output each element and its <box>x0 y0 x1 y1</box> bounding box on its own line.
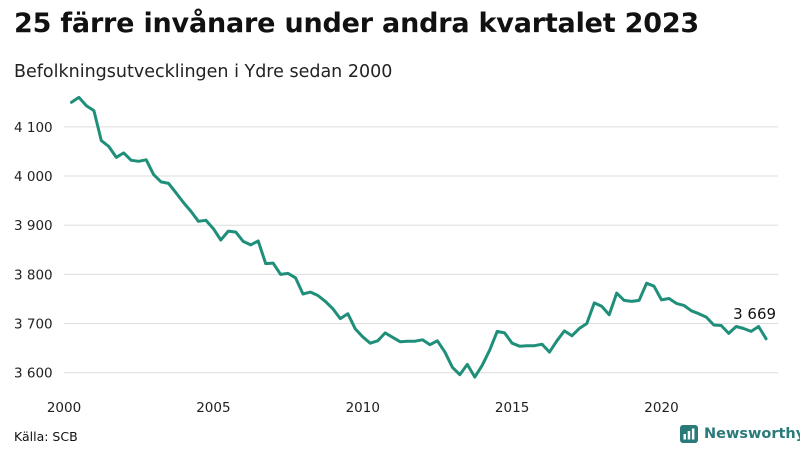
y-tick-label: 3 700 <box>14 317 53 333</box>
brand-logo: Newsworthy <box>680 425 800 443</box>
x-tick-label: 2020 <box>644 400 678 416</box>
series-line-befolkning <box>70 95 768 379</box>
y-tick-label: 4 100 <box>14 120 53 136</box>
x-tick-label: 2015 <box>495 400 529 416</box>
y-tick-label: 4 000 <box>14 169 53 185</box>
x-tick-label: 2000 <box>47 400 81 416</box>
y-tick-label: 3 900 <box>14 218 53 234</box>
chart-subtitle: Befolkningsutvecklingen i Ydre sedan 200… <box>14 62 393 82</box>
brand-name: Newsworthy <box>704 426 800 442</box>
source-note: Källa: SCB <box>14 429 78 444</box>
x-tick-label: 2005 <box>196 400 230 416</box>
chart-title: 25 färre invånare under andra kvartalet … <box>14 8 699 39</box>
last-value-label: 3 669 <box>733 305 776 323</box>
y-tick-label: 3 800 <box>14 267 53 283</box>
y-tick-label: 3 600 <box>14 366 53 382</box>
newsworthy-logo-icon <box>680 425 698 443</box>
x-tick-label: 2010 <box>346 400 380 416</box>
